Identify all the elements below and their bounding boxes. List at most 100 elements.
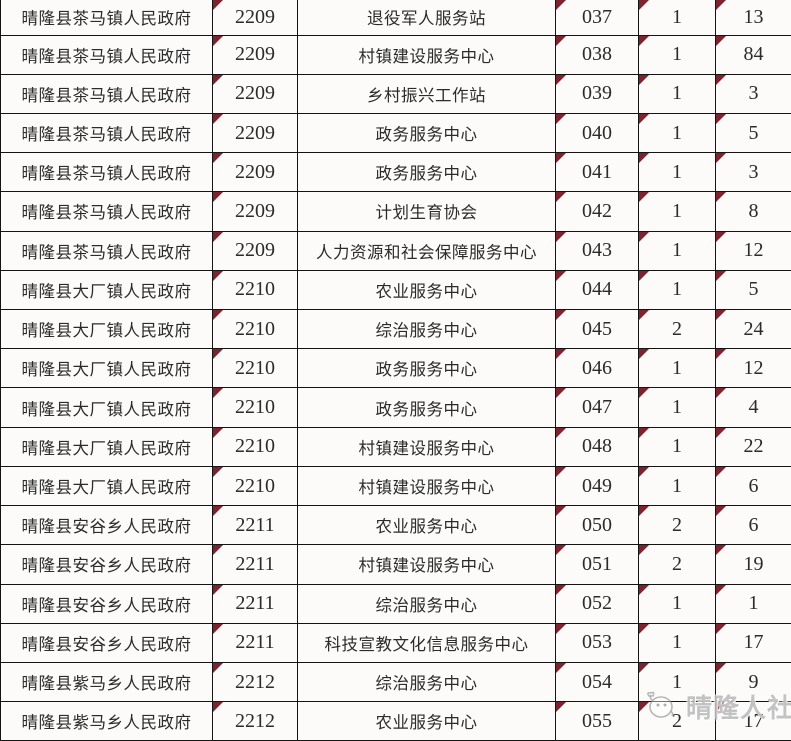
cell-unit-code[interactable]: 051	[555, 544, 639, 585]
cell-gov-code[interactable]: 2211	[212, 583, 298, 624]
cell-gov-code[interactable]: 2209	[212, 73, 298, 114]
cell-unit-code[interactable]: 041	[555, 152, 639, 193]
cell-gov-name[interactable]: 晴隆县大厂镇人民政府	[0, 269, 213, 311]
cell-unit-name[interactable]: 农业服务中心	[297, 701, 556, 741]
cell-count-a[interactable]: 2	[638, 701, 716, 741]
cell-count-b[interactable]: 6	[715, 465, 791, 507]
cell-unit-code[interactable]: 055	[555, 701, 639, 741]
cell-unit-name[interactable]: 政务服务中心	[297, 348, 556, 389]
cell-unit-code[interactable]: 050	[555, 505, 639, 546]
cell-count-b[interactable]: 9	[715, 661, 791, 703]
cell-gov-name[interactable]: 晴隆县紫马乡人民政府	[0, 661, 213, 703]
cell-gov-name[interactable]: 晴隆县茶马镇人民政府	[0, 0, 213, 36]
cell-count-a[interactable]: 1	[638, 426, 716, 467]
cell-unit-code[interactable]: 045	[555, 309, 639, 350]
cell-unit-name[interactable]: 村镇建设服务中心	[297, 465, 556, 507]
cell-unit-name[interactable]: 科技宣教文化信息服务中心	[297, 622, 556, 664]
cell-gov-name[interactable]: 晴隆县茶马镇人民政府	[0, 230, 213, 271]
cell-count-b[interactable]: 4	[715, 387, 791, 428]
cell-count-a[interactable]: 2	[638, 309, 716, 350]
cell-gov-name[interactable]: 晴隆县大厂镇人民政府	[0, 465, 213, 507]
cell-count-a[interactable]: 2	[638, 544, 716, 585]
cell-unit-code[interactable]: 038	[555, 34, 639, 75]
cell-count-b[interactable]: 17	[715, 622, 791, 664]
cell-gov-code[interactable]: 2211	[212, 544, 298, 585]
cell-count-b[interactable]: 5	[715, 269, 791, 311]
cell-gov-name[interactable]: 晴隆县茶马镇人民政府	[0, 112, 213, 154]
cell-unit-code[interactable]: 042	[555, 191, 639, 232]
cell-gov-name[interactable]: 晴隆县安谷乡人民政府	[0, 544, 213, 585]
cell-unit-name[interactable]: 政务服务中心	[297, 112, 556, 154]
cell-unit-code[interactable]: 043	[555, 230, 639, 271]
cell-gov-name[interactable]: 晴隆县安谷乡人民政府	[0, 583, 213, 624]
cell-unit-name[interactable]: 政务服务中心	[297, 387, 556, 428]
cell-count-a[interactable]: 1	[638, 465, 716, 507]
cell-gov-name[interactable]: 晴隆县大厂镇人民政府	[0, 309, 213, 350]
cell-unit-name[interactable]: 综治服务中心	[297, 661, 556, 703]
cell-count-a[interactable]: 1	[638, 622, 716, 664]
cell-count-a[interactable]: 1	[638, 348, 716, 389]
cell-unit-code[interactable]: 040	[555, 112, 639, 154]
cell-unit-code[interactable]: 044	[555, 269, 639, 311]
cell-gov-name[interactable]: 晴隆县大厂镇人民政府	[0, 387, 213, 428]
cell-gov-code[interactable]: 2210	[212, 309, 298, 350]
cell-unit-name[interactable]: 村镇建设服务中心	[297, 34, 556, 75]
cell-gov-code[interactable]: 2211	[212, 505, 298, 546]
cell-count-b[interactable]: 1	[715, 583, 791, 624]
cell-count-b[interactable]: 6	[715, 505, 791, 546]
cell-gov-code[interactable]: 2210	[212, 387, 298, 428]
cell-gov-code[interactable]: 2210	[212, 348, 298, 389]
cell-count-b[interactable]: 12	[715, 230, 791, 271]
cell-count-a[interactable]: 2	[638, 505, 716, 546]
cell-unit-name[interactable]: 村镇建设服务中心	[297, 544, 556, 585]
cell-gov-code[interactable]: 2209	[212, 152, 298, 193]
cell-count-b[interactable]: 3	[715, 73, 791, 114]
cell-unit-name[interactable]: 综治服务中心	[297, 309, 556, 350]
cell-count-a[interactable]: 1	[638, 34, 716, 75]
cell-unit-code[interactable]: 037	[555, 0, 639, 36]
cell-gov-name[interactable]: 晴隆县茶马镇人民政府	[0, 73, 213, 114]
cell-count-b[interactable]: 12	[715, 348, 791, 389]
cell-count-a[interactable]: 1	[638, 112, 716, 154]
cell-gov-code[interactable]: 2210	[212, 269, 298, 311]
cell-gov-name[interactable]: 晴隆县大厂镇人民政府	[0, 426, 213, 467]
cell-gov-name[interactable]: 晴隆县茶马镇人民政府	[0, 34, 213, 75]
cell-count-a[interactable]: 1	[638, 73, 716, 114]
cell-unit-name[interactable]: 政务服务中心	[297, 152, 556, 193]
cell-gov-code[interactable]: 2210	[212, 426, 298, 467]
cell-count-b[interactable]: 5	[715, 112, 791, 154]
cell-gov-name[interactable]: 晴隆县大厂镇人民政府	[0, 348, 213, 389]
cell-count-a[interactable]: 1	[638, 0, 716, 36]
cell-count-b[interactable]: 22	[715, 426, 791, 467]
cell-count-b[interactable]: 13	[715, 0, 791, 36]
cell-unit-name[interactable]: 农业服务中心	[297, 505, 556, 546]
cell-count-a[interactable]: 1	[638, 230, 716, 271]
cell-unit-code[interactable]: 039	[555, 73, 639, 114]
cell-count-b[interactable]: 24	[715, 309, 791, 350]
cell-gov-code[interactable]: 2209	[212, 191, 298, 232]
cell-gov-code[interactable]: 2209	[212, 34, 298, 75]
cell-gov-code[interactable]: 2211	[212, 622, 298, 664]
cell-unit-name[interactable]: 退役军人服务站	[297, 0, 556, 36]
cell-unit-code[interactable]: 053	[555, 622, 639, 664]
cell-count-a[interactable]: 1	[638, 191, 716, 232]
cell-count-a[interactable]: 1	[638, 387, 716, 428]
cell-unit-code[interactable]: 047	[555, 387, 639, 428]
cell-unit-code[interactable]: 052	[555, 583, 639, 624]
cell-unit-name[interactable]: 乡村振兴工作站	[297, 73, 556, 114]
cell-unit-code[interactable]: 048	[555, 426, 639, 467]
cell-unit-code[interactable]: 049	[555, 465, 639, 507]
cell-count-a[interactable]: 1	[638, 583, 716, 624]
cell-count-b[interactable]: 8	[715, 191, 791, 232]
cell-unit-name[interactable]: 综治服务中心	[297, 583, 556, 624]
cell-gov-name[interactable]: 晴隆县茶马镇人民政府	[0, 191, 213, 232]
cell-gov-name[interactable]: 晴隆县紫马乡人民政府	[0, 701, 213, 741]
cell-count-b[interactable]: 3	[715, 152, 791, 193]
cell-gov-code[interactable]: 2209	[212, 230, 298, 271]
cell-gov-name[interactable]: 晴隆县安谷乡人民政府	[0, 505, 213, 546]
cell-unit-code[interactable]: 046	[555, 348, 639, 389]
cell-count-b[interactable]: 19	[715, 544, 791, 585]
cell-unit-name[interactable]: 农业服务中心	[297, 269, 556, 311]
cell-gov-code[interactable]: 2209	[212, 0, 298, 36]
cell-count-b[interactable]: 17	[715, 701, 791, 741]
